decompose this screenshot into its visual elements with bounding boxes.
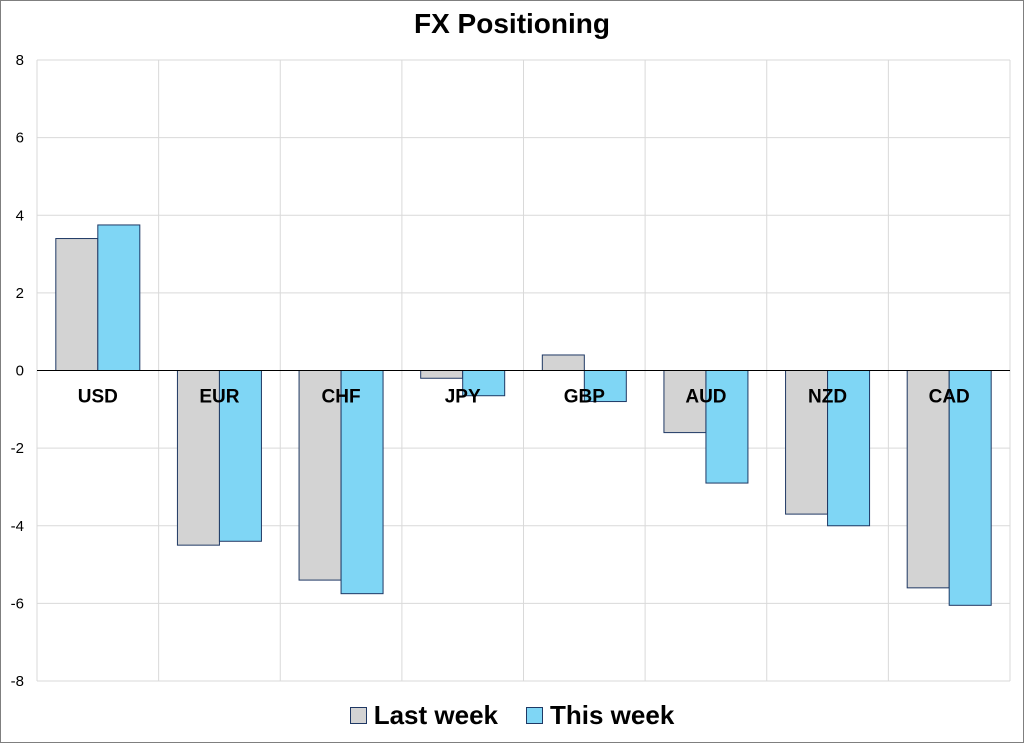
bar-nzd-series-1 [827,370,871,527]
bar-cad-series-0 [906,370,950,589]
category-label-chf: CHF [322,387,361,408]
category-label-gbp: GBP [564,387,606,408]
category-label-jpy: JPY [445,387,481,408]
y-tick-label: -4 [11,518,24,535]
bar-eur-series-1 [218,370,262,542]
y-tick-label: -8 [11,673,24,690]
bar-jpy-series-1 [462,370,506,397]
chart-title: FX Positioning [414,8,610,39]
bar-chf-series-1 [340,370,384,595]
legend-swatch-this-week [526,707,543,724]
bar-cad-series-1 [948,370,992,606]
category-label-cad: CAD [929,387,970,408]
legend-label-last-week: Last week [373,700,498,730]
bar-jpy-series-0 [420,370,464,379]
bar-chf-series-0 [298,370,342,581]
y-tick-label: 2 [16,285,24,302]
bar-aud-series-1 [705,370,749,484]
legend-label-this-week: This week [550,700,675,730]
y-tick-label: 6 [16,130,24,147]
y-tick-label: 8 [16,52,24,69]
y-tick-label: 4 [16,207,24,224]
legend-swatch-last-week [349,707,367,724]
legend: Last week This week [0,700,1024,731]
legend-item-this-week: This week [526,700,674,731]
category-label-nzd: NZD [808,387,847,408]
bar-usd-series-1 [97,224,141,371]
bar-gbp-series-0 [541,354,585,372]
y-tick-label: -2 [11,440,24,457]
bar-usd-series-0 [55,238,99,371]
bar-layer [55,224,992,606]
y-tick-label: -6 [11,595,24,612]
category-label-eur: EUR [199,387,239,408]
axis-layer: 8 6 4 2 0 -2 -4 -6 -8 USD EUR CHF JPY GBP AUD NZD CAD [11,52,1010,690]
legend-item-last-week: Last week [349,700,498,731]
category-label-usd: USD [78,387,118,408]
category-label-aud: AUD [685,387,726,408]
y-tick-label: 0 [16,363,24,380]
